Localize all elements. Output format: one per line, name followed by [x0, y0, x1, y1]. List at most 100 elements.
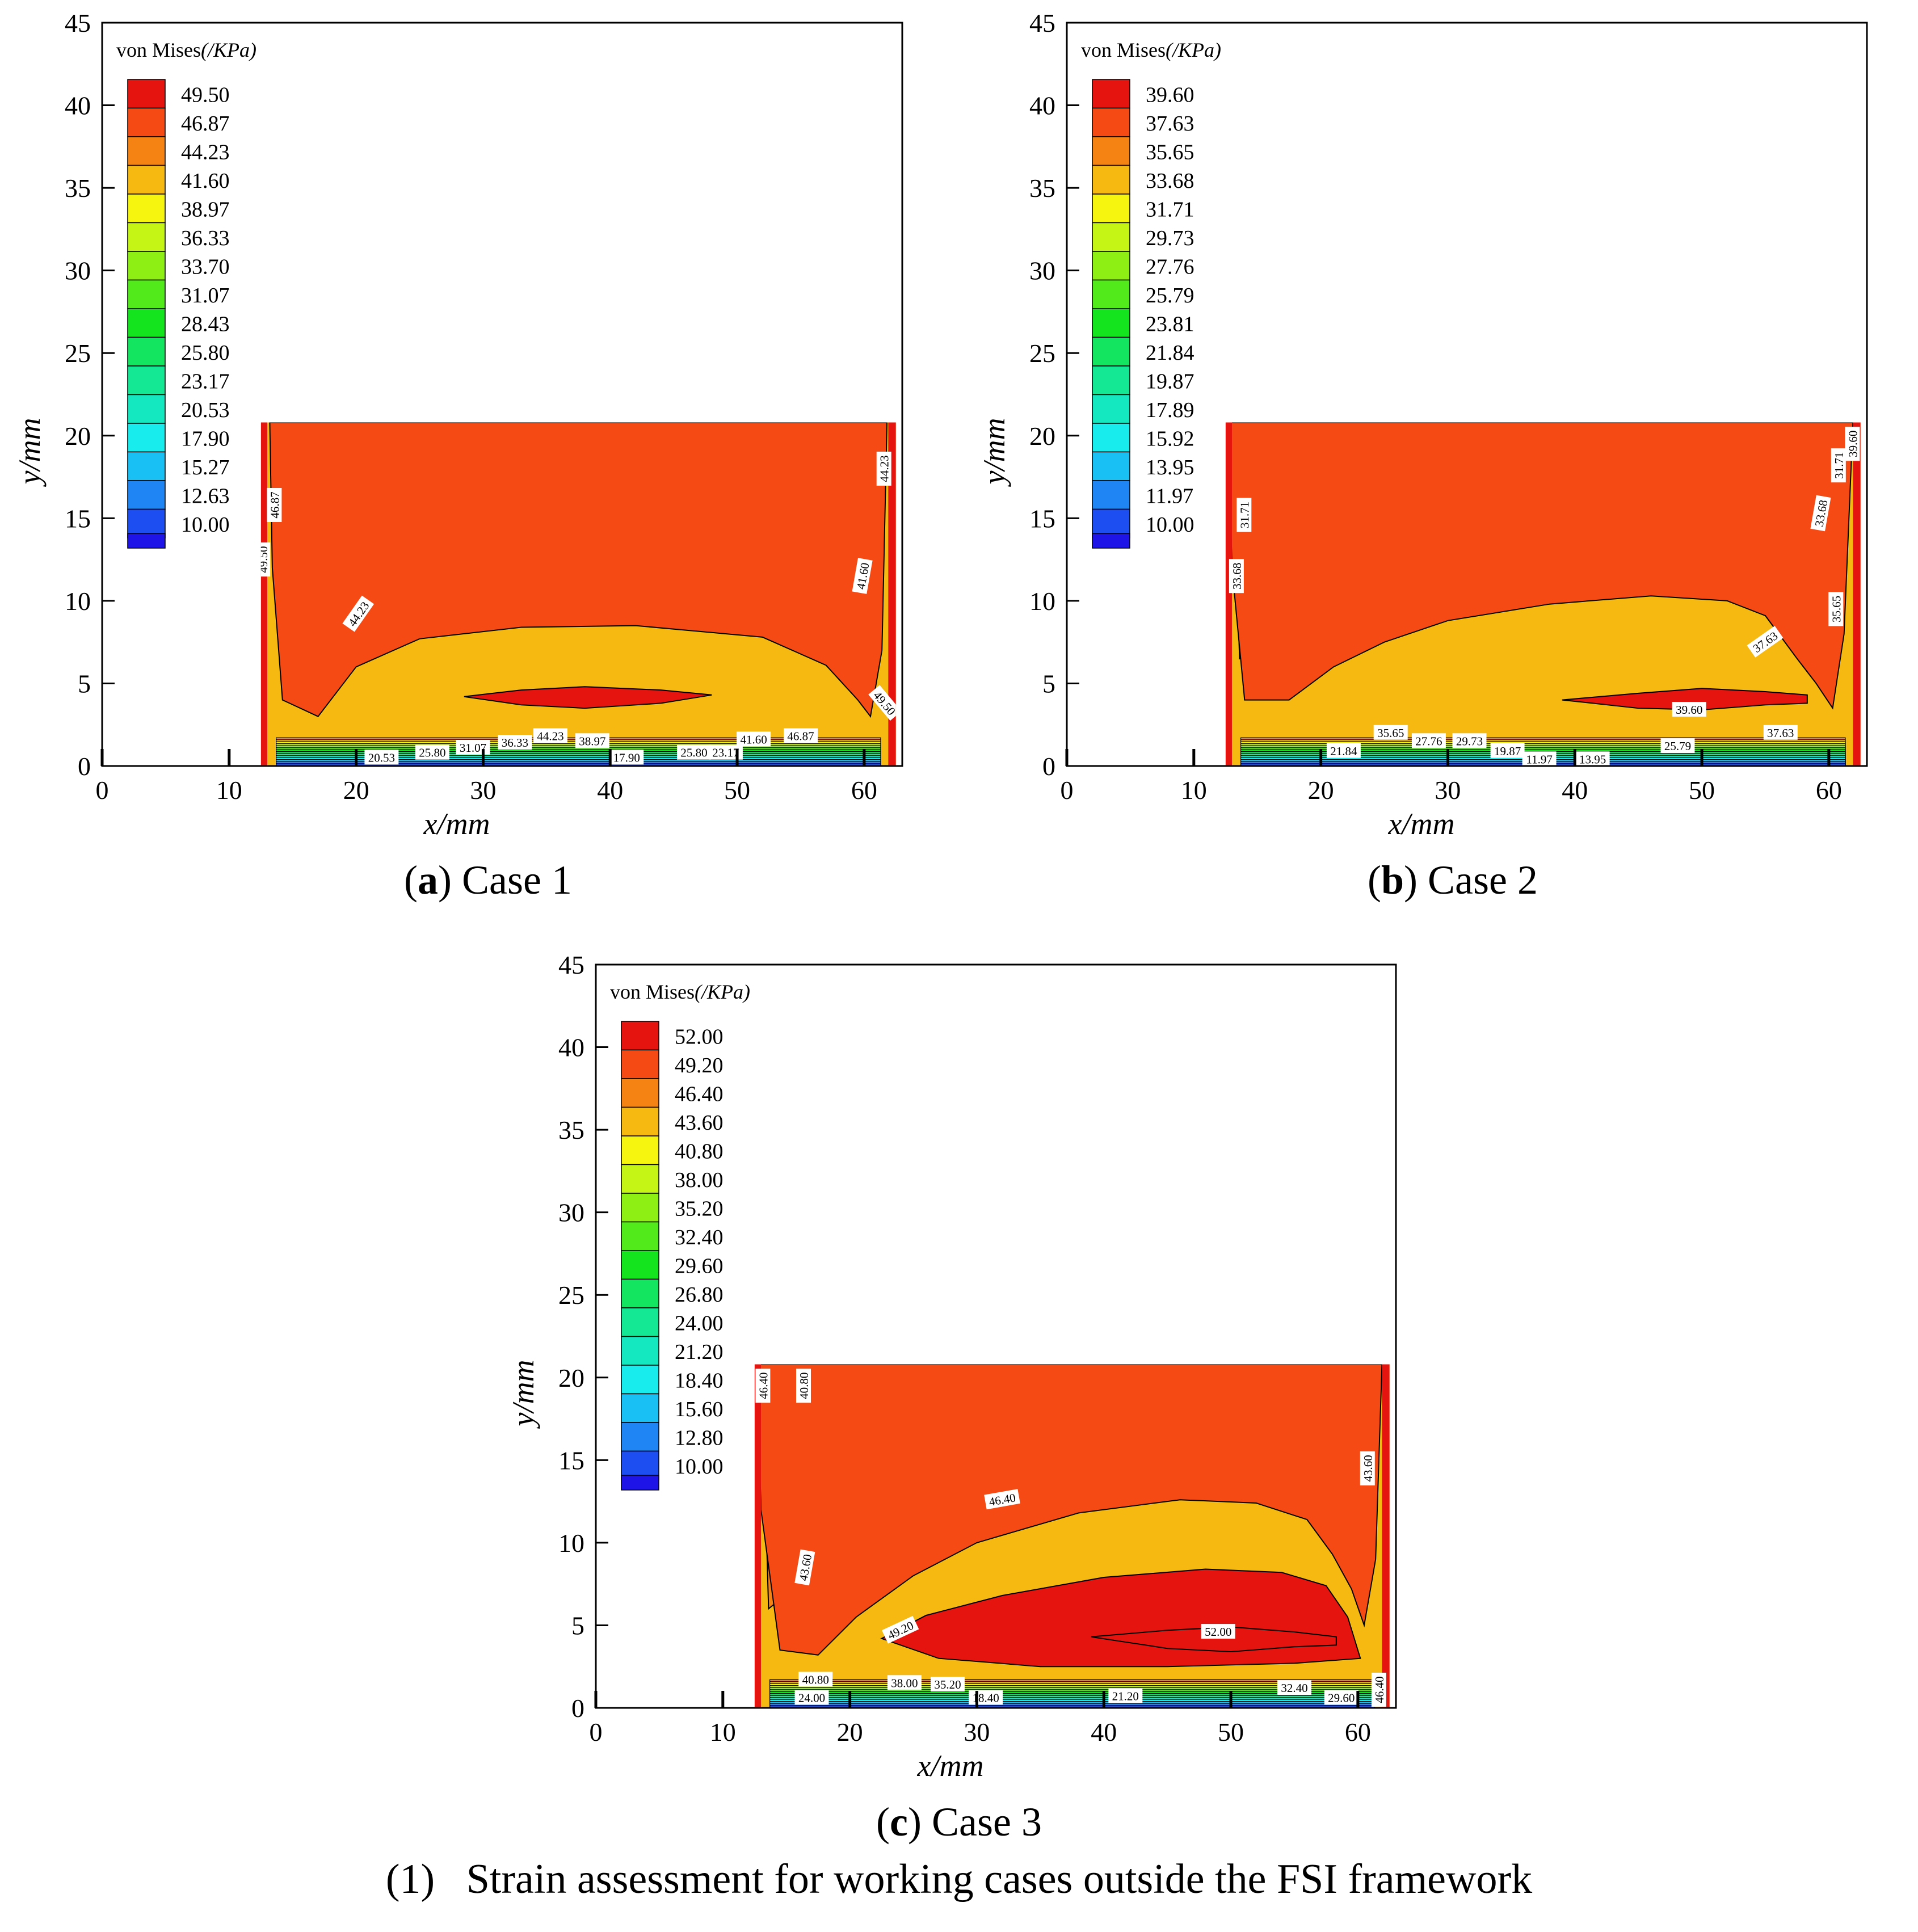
contour-label-bg: [1828, 592, 1844, 626]
contour-label-bg: [1490, 743, 1525, 758]
colorbar-swatch-min: [621, 1475, 659, 1491]
x-axis-label: x/mm: [1388, 807, 1455, 841]
contour-label-bg: [267, 488, 282, 522]
contour-label-bg: [498, 735, 532, 750]
axes: 0 10 20 30 40 50 60 0 5 10 15 20 25 30 35 40 45 x/mm y/mm: [506, 950, 1371, 1783]
contour-label-bg: [1810, 495, 1831, 532]
contour-label-text: 36.33: [502, 736, 528, 750]
colorbar-tick-label: 35.65: [1146, 140, 1194, 164]
contour-label-2: 43.60: [794, 1549, 815, 1586]
contour-label-3: 44.23: [876, 452, 891, 486]
contour-label-6: 52.00: [1201, 1624, 1235, 1639]
contour-label-12: 21.20: [1108, 1688, 1143, 1703]
y-tick-label: 15: [1029, 504, 1055, 533]
contour-label-bg: [1108, 1688, 1143, 1703]
plot-frame: [101, 22, 903, 767]
contour-label-bg: [533, 728, 567, 743]
contour-label-bg: [1229, 559, 1244, 594]
y-tick-label: 25: [1029, 339, 1055, 368]
y-tick-label: 10: [1029, 587, 1055, 616]
contour-label-bg: [260, 542, 271, 577]
contour-label-10: 44.23: [533, 728, 567, 743]
contour-label-bg: [1371, 1673, 1386, 1707]
y-tick-label: 10: [65, 587, 91, 616]
contour-label-text: 31.71: [1832, 452, 1846, 479]
colorbar-tick-label: 28.43: [181, 312, 230, 336]
contour-label-bg: [1236, 498, 1252, 532]
x-axis-label: x/mm: [917, 1749, 984, 1783]
y-tick-label: 40: [65, 91, 91, 120]
colorbar-tick-label: 26.80: [675, 1283, 724, 1307]
contour-label-bg: [796, 1369, 811, 1403]
contour-label-bg: [677, 744, 711, 760]
contour-label-9: 36.33: [498, 735, 532, 750]
colorbar-swatch: [127, 279, 166, 309]
y-tick-label: 20: [65, 422, 91, 451]
colorbar-swatch: [127, 222, 166, 252]
colorbar-swatch: [1092, 365, 1130, 395]
colorbar-swatch: [621, 1021, 659, 1051]
contour-label-text: 44.23: [537, 730, 563, 743]
y-tick-label: 45: [65, 9, 91, 37]
y-tick-label: 35: [558, 1116, 584, 1144]
edge-band-left: [1225, 422, 1232, 766]
colorbar-unit: (/KPa): [1166, 39, 1221, 61]
contour-band-1: [1227, 422, 1854, 710]
contour-label-bg: [1747, 626, 1784, 658]
contour-label-text: 19.87: [1494, 744, 1521, 758]
contour-label-bg: [887, 1675, 922, 1690]
y-tick-label: 15: [558, 1446, 584, 1475]
x-tick-label: 20: [343, 776, 369, 805]
contour-label-11: 18.40: [969, 1690, 1003, 1705]
edge-band-right: [888, 422, 896, 766]
colorbar-tick-label: 38.00: [675, 1168, 724, 1192]
colorbar-tick-label: 39.60: [1146, 83, 1194, 107]
contour-label-bg: [415, 744, 449, 760]
contour-label-15: 41.60: [737, 731, 771, 747]
contour-label-1: 40.80: [796, 1369, 811, 1403]
y-tick-label: 35: [1029, 174, 1055, 203]
colorbar-tick-label: 29.73: [1146, 226, 1194, 250]
colorbar-swatch: [1092, 394, 1130, 424]
colorbar-tick-label: 40.80: [675, 1139, 724, 1163]
colorbar-swatch: [127, 365, 166, 395]
contour-label-bg: [794, 1690, 829, 1705]
figure-caption: (1) Strain assessment for working cases …: [0, 1855, 1918, 1904]
colorbar-swatch-min: [1092, 533, 1130, 549]
colorbar-tick-label: 33.70: [181, 255, 230, 279]
x-tick-label: 60: [1345, 1718, 1371, 1746]
contour-band-3: [1091, 1626, 1337, 1653]
colorbar-tick-label: 17.89: [1146, 398, 1194, 422]
contour-label-text: 39.60: [1676, 703, 1702, 717]
colorbar-tick-label: 13.95: [1146, 456, 1194, 479]
colorbar-tick-label: 20.53: [181, 398, 230, 422]
edge-band-left: [260, 422, 267, 766]
contour-label-bg: [1522, 751, 1557, 766]
colorbar-title: von Mises(/KPa): [610, 980, 750, 1003]
colorbar-swatch: [1092, 136, 1130, 166]
contour-label-text: 21.20: [1112, 1690, 1139, 1703]
colorbar-swatch: [127, 394, 166, 424]
contour-label-bg: [737, 731, 771, 747]
colorbar-swatch: [621, 1078, 659, 1108]
colorbar-swatch: [1092, 279, 1130, 309]
colorbar-tick-label: 35.20: [675, 1197, 724, 1220]
chart-case-1: 49.50 46.87 44.23 44.23 41.60 49.50 20.53 25.80…: [12, 9, 903, 841]
colorbar-tick-label: 29.60: [675, 1254, 724, 1278]
contour-label-text: 27.76: [1415, 734, 1442, 748]
y-tick-label: 5: [571, 1611, 584, 1640]
contour-label-text: 23.17: [712, 746, 739, 760]
contour-label-text: 35.20: [934, 1678, 961, 1691]
colorbar-tick-label: 19.87: [1146, 369, 1194, 393]
colorbar-swatch: [621, 1193, 659, 1223]
contour-label-text: 31.71: [1238, 502, 1251, 528]
panel-c-letter: c: [890, 1799, 908, 1845]
colorbar-tick-label: 49.50: [181, 83, 230, 107]
colorbar-tick-label: 10.00: [181, 513, 230, 537]
contour-label-bg: [609, 750, 644, 765]
x-tick-label: 50: [724, 776, 750, 805]
colorbar-swatch: [621, 1336, 659, 1366]
contour-label-text: 11.97: [1526, 752, 1552, 766]
colorbar-swatch: [621, 1278, 659, 1308]
